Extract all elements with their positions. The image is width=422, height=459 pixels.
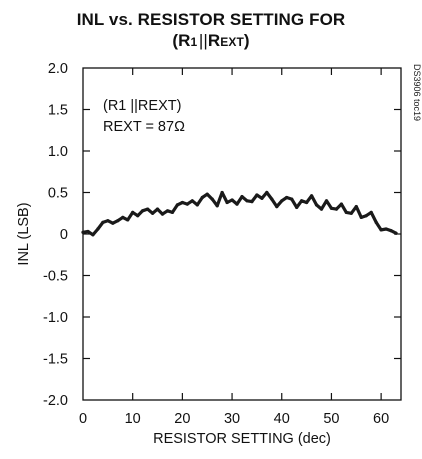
inl-data-point <box>369 210 373 214</box>
inl-data-point <box>175 203 179 207</box>
inl-data-point <box>379 228 383 232</box>
inl-data-point <box>106 219 110 223</box>
inl-data-point <box>260 196 264 200</box>
inl-data-point <box>215 204 219 208</box>
y-tick-label: 1.0 <box>48 144 68 160</box>
y-axis-ticks: 2.0 1.5 1.0 0.5 0 -0.5 -1.0 -1.5 -2.0 <box>43 61 401 409</box>
inl-data-point <box>205 192 209 196</box>
inl-data-point <box>220 190 224 195</box>
x-tick-label: 0 <box>79 411 87 427</box>
inl-data-point <box>146 207 150 211</box>
inl-data-point <box>290 197 294 201</box>
chart-title-line-2: (R1 ||REXT) <box>172 31 250 50</box>
inl-data-point <box>180 200 184 205</box>
inl-data-point <box>170 210 174 214</box>
x-tick-label: 40 <box>274 411 290 427</box>
x-tick-label: 60 <box>373 411 389 427</box>
title-r-main: R <box>178 31 191 50</box>
y-tick-label: 1.5 <box>48 103 68 119</box>
inl-data-point <box>121 215 125 219</box>
inl-data-point <box>210 197 214 201</box>
inl-data-point <box>359 215 363 219</box>
x-tick-label: 10 <box>125 411 141 427</box>
y-tick-label: 0.5 <box>48 186 68 202</box>
y-tick-label: -1.0 <box>43 310 68 326</box>
inl-data-point <box>195 203 199 207</box>
series-layer <box>81 190 398 237</box>
inl-data-point <box>131 210 135 214</box>
x-tick-label: 20 <box>174 411 190 427</box>
chart-title-line-1: INL vs. RESISTOR SETTING FOR <box>76 10 346 29</box>
inl-data-point <box>151 211 155 215</box>
inl-data-point <box>354 205 358 209</box>
title-rext-main: R <box>207 31 221 50</box>
inl-data-point <box>364 214 368 218</box>
inl-data-point <box>235 202 239 206</box>
inl-data-point <box>349 211 353 215</box>
inl-data-point <box>230 198 234 202</box>
inl-series-line <box>81 190 398 237</box>
inl-data-point <box>250 200 254 204</box>
inl-data-point <box>374 220 378 224</box>
inl-data-point <box>280 199 284 203</box>
inl-data-point <box>136 214 140 218</box>
inl-data-point <box>165 209 170 213</box>
inl-data-point <box>394 231 398 235</box>
inl-data-point <box>81 230 85 234</box>
y-tick-label: -0.5 <box>43 269 68 285</box>
inl-data-point <box>91 233 95 237</box>
inl-data-point <box>245 199 249 203</box>
inl-data-point <box>200 195 204 200</box>
title-r-sub: 1 <box>190 35 198 49</box>
inl-data-point <box>329 206 333 210</box>
title-parallel-sep: || <box>198 31 208 50</box>
y-tick-label: -2.0 <box>43 393 68 409</box>
inl-data-point <box>344 210 348 214</box>
y-tick-label: 0 <box>60 227 68 243</box>
inl-data-point <box>319 207 324 211</box>
inl-data-point <box>86 229 90 234</box>
inl-data-point <box>141 209 145 213</box>
y-tick-label: 2.0 <box>48 61 68 77</box>
inl-data-point <box>225 200 229 205</box>
x-tick-label: 30 <box>224 411 240 427</box>
inl-data-point <box>101 220 105 224</box>
inl-data-point <box>265 190 269 195</box>
inl-data-point <box>334 207 338 211</box>
x-tick-label: 50 <box>323 411 339 427</box>
inl-data-point <box>275 205 279 209</box>
y-tick-label: -1.5 <box>43 352 68 368</box>
x-axis-ticks: 0 10 20 30 40 50 60 <box>79 68 389 427</box>
inl-data-point <box>270 197 274 201</box>
inl-data-point <box>255 193 259 197</box>
inl-data-point <box>295 205 299 209</box>
inl-data-point <box>300 199 304 203</box>
inl-data-point <box>111 221 115 225</box>
inl-data-point <box>116 219 120 223</box>
inl-data-point <box>339 202 343 206</box>
inl-data-point <box>190 199 194 203</box>
inl-data-point <box>96 227 100 231</box>
inl-data-point <box>155 207 160 211</box>
y-axis-label: INL (LSB) <box>16 202 32 265</box>
inl-data-point <box>324 199 329 203</box>
inl-data-point <box>126 218 130 222</box>
inl-data-point <box>185 202 189 206</box>
inl-data-point <box>160 212 165 216</box>
annotation-line-2: REXT = 87Ω <box>103 119 185 135</box>
figure-reference: DS3906 toc19 <box>412 64 422 121</box>
annotation-background <box>100 90 195 134</box>
inl-data-point <box>314 203 319 207</box>
title-rext-sub: EXT <box>220 35 244 49</box>
inl-data-point <box>240 195 244 199</box>
inl-data-point <box>384 227 388 231</box>
inl-data-point <box>285 195 289 200</box>
annotation-line-1: (R1 ||REXT) <box>103 98 181 114</box>
inl-data-point <box>310 194 314 198</box>
inl-data-point <box>305 200 309 205</box>
x-axis-label: RESISTOR SETTING (dec) <box>153 431 331 447</box>
inl-data-point <box>389 229 393 233</box>
